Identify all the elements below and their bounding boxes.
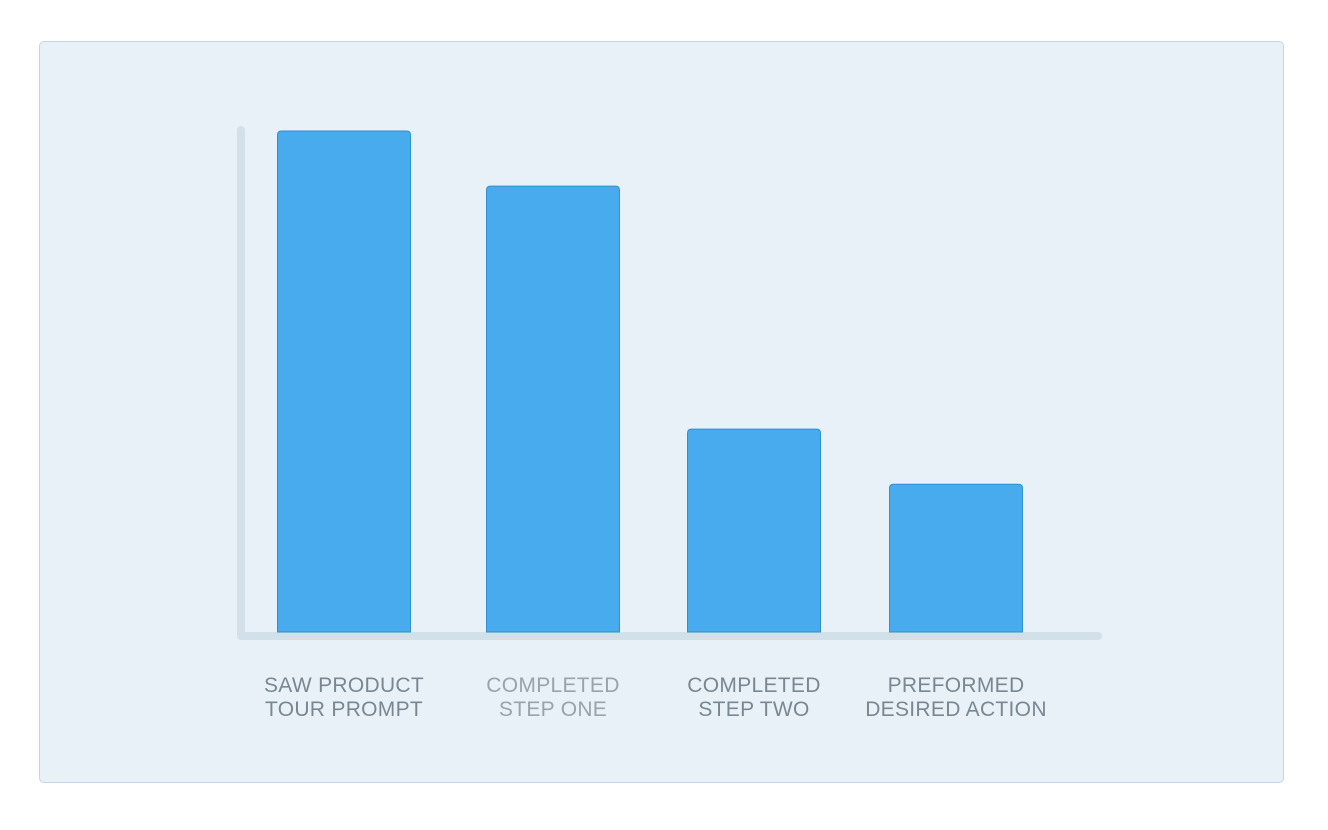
chart-bars bbox=[277, 130, 1023, 633]
category-label-line: SAW PRODUCT bbox=[264, 674, 424, 697]
category-label-line: PREFORMED bbox=[888, 674, 1025, 697]
bar-4 bbox=[889, 483, 1023, 633]
chart-card bbox=[39, 41, 1284, 783]
category-label-line: STEP ONE bbox=[499, 698, 607, 721]
bar-2 bbox=[486, 185, 620, 633]
category-label-3: COMPLETED STEP TWO bbox=[687, 674, 820, 721]
bar-1 bbox=[277, 130, 411, 633]
bar-3 bbox=[687, 428, 821, 633]
chart-axes bbox=[237, 126, 1102, 640]
category-label-2: COMPLETED STEP ONE bbox=[486, 674, 619, 721]
category-label-line: COMPLETED bbox=[687, 674, 820, 697]
category-label-4: PREFORMED DESIRED ACTION bbox=[865, 674, 1047, 721]
category-label-line: TOUR PROMPT bbox=[265, 698, 423, 721]
category-label-1: SAW PRODUCT TOUR PROMPT bbox=[264, 674, 424, 721]
category-label-line: DESIRED ACTION bbox=[865, 698, 1047, 721]
category-label-line: STEP TWO bbox=[698, 698, 809, 721]
category-label-line: COMPLETED bbox=[486, 674, 619, 697]
